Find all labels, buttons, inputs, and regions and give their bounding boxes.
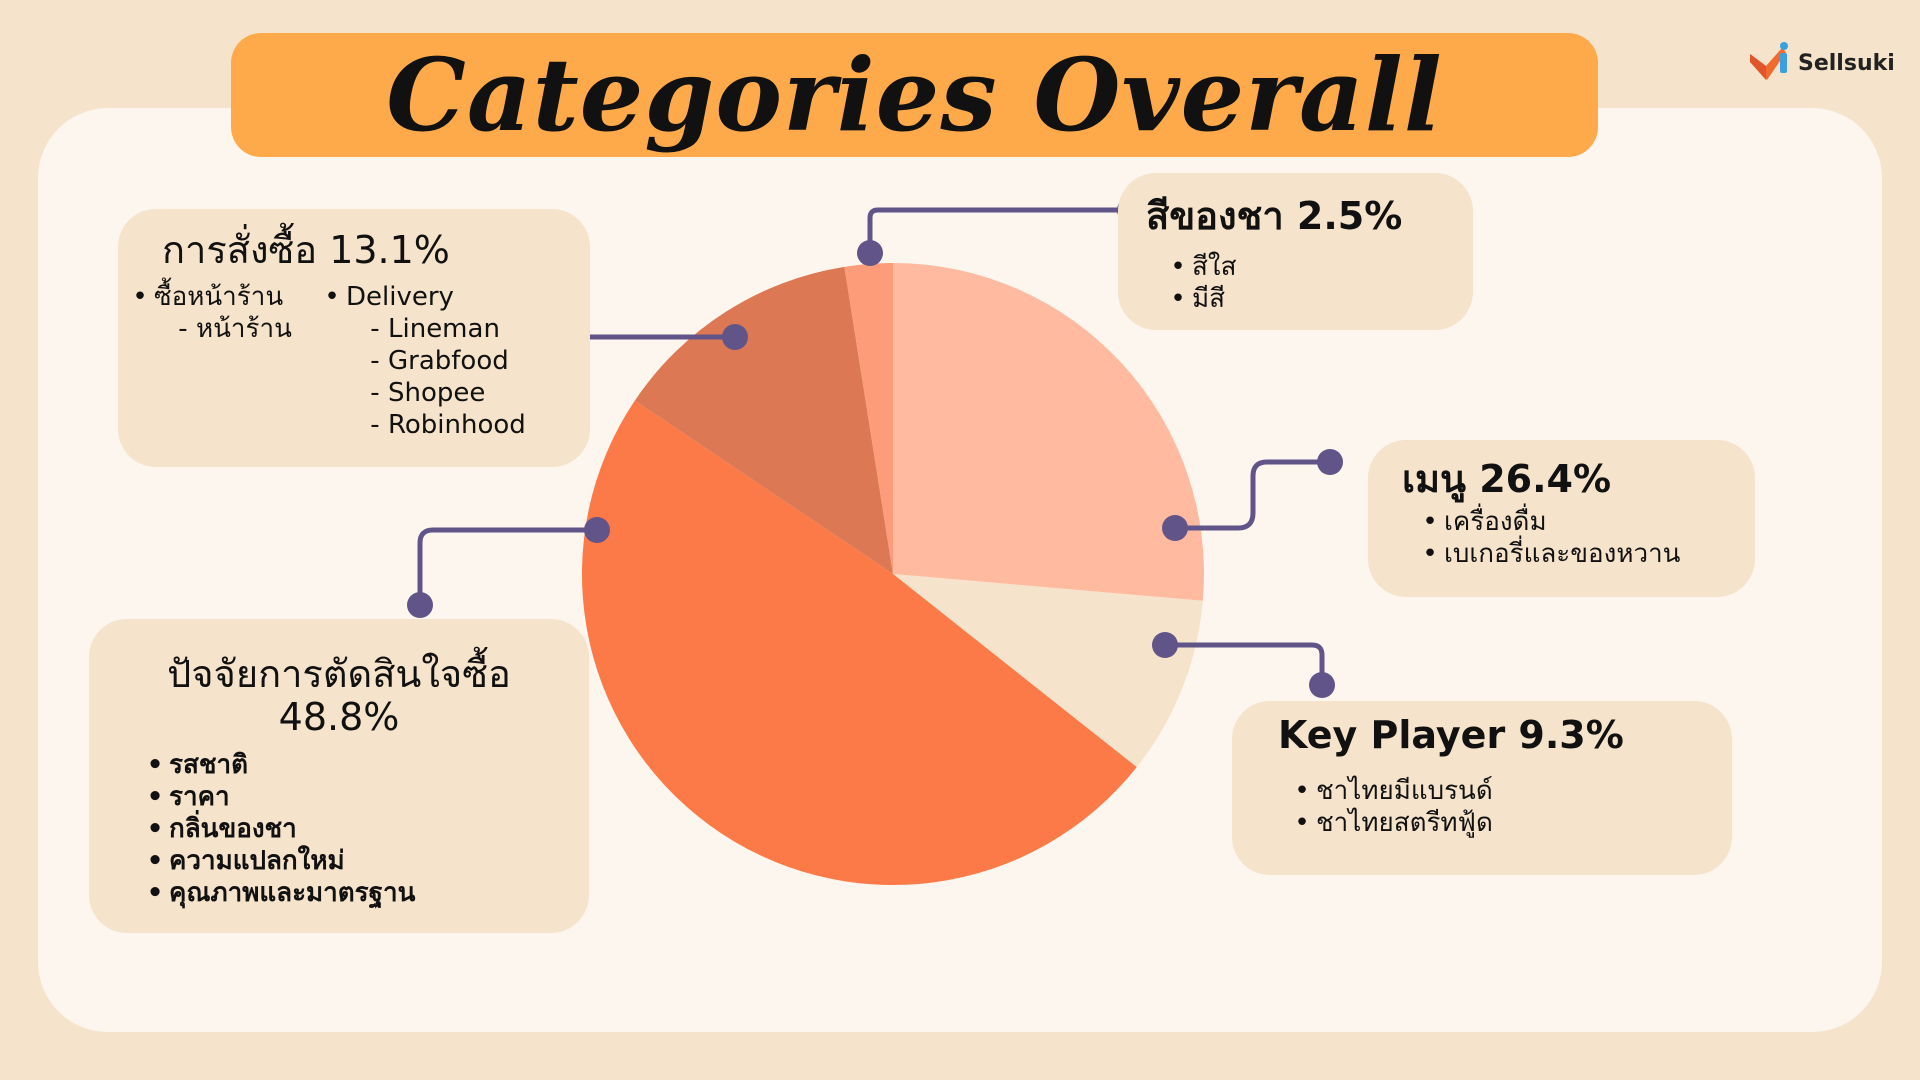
connector-keyplayer (1162, 642, 1325, 688)
color-item: สีใส (1164, 251, 1236, 283)
color-list: สีใสมีสี (1164, 251, 1236, 315)
connector-decision (417, 527, 600, 608)
menu-heading: เมนู 26.4% (1402, 457, 1612, 501)
color-heading: สีของชา 2.5% (1146, 194, 1403, 238)
order-item: Delivery (318, 281, 526, 313)
pie-slice-1 (893, 574, 1203, 768)
pie-slices (581, 263, 1204, 886)
connector-menu (1172, 459, 1333, 531)
menu-box: เมนู 26.4% เครื่องดื่มเบเกอรี่และของหวาน (1368, 440, 1755, 597)
keyplayer-box: Key Player 9.3% ชาไทยมีแบรนด์ชาไทยสตรีทฟ… (1232, 701, 1732, 875)
order-item: Robinhood (318, 409, 526, 441)
connector-dot (1309, 672, 1335, 698)
menu-item: เครื่องดื่ม (1416, 506, 1680, 538)
order-heading: การสั่งซื้อ 13.1% (162, 228, 450, 272)
order-item: ซื้อหน้าร้าน (126, 281, 292, 313)
pie-slice-4 (844, 263, 893, 574)
order-item: Grabfood (318, 345, 526, 377)
decision-box: ปัจจัยการตัดสินใจซื้อ 48.8% รสชาติราคากล… (89, 619, 589, 933)
decision-heading-line1: ปัจจัยการตัดสินใจซื้อ (167, 652, 511, 696)
connector-dot (584, 517, 610, 543)
connector-dot (407, 592, 433, 618)
decision-item: รสชาติ (141, 749, 415, 781)
keyplayer-item: ชาไทยมีแบรนด์ (1288, 775, 1493, 807)
brand-logo: Sellsuki (1746, 40, 1895, 86)
connector-dot (1152, 632, 1178, 658)
order-item: Shopee (318, 377, 526, 409)
decision-item: คุณภาพและมาตรฐาน (141, 877, 415, 909)
order-list-instore: ซื้อหน้าร้านหน้าร้าน (126, 281, 292, 345)
page-title: Categories Overall (386, 36, 1443, 154)
menu-list: เครื่องดื่มเบเกอรี่และของหวาน (1416, 506, 1680, 570)
order-item: หน้าร้าน (126, 313, 292, 345)
decision-item: ความแปลกใหม่ (141, 845, 415, 877)
decision-item: กลิ่นของชา (141, 813, 415, 845)
color-box: สีของชา 2.5% สีใสมีสี (1118, 173, 1473, 330)
decision-heading-line2: 48.8% (278, 695, 400, 739)
brand-name: Sellsuki (1798, 50, 1895, 76)
order-box: การสั่งซื้อ 13.1% ซื้อหน้าร้านหน้าร้าน D… (118, 209, 590, 467)
order-item: Lineman (318, 313, 526, 345)
connector-dot (1162, 515, 1188, 541)
decision-list: รสชาติราคากลิ่นของชาความแปลกใหม่คุณภาพแล… (141, 749, 415, 909)
pie-slice-2 (581, 400, 1137, 886)
keyplayer-list: ชาไทยมีแบรนด์ชาไทยสตรีทฟู้ด (1288, 775, 1493, 839)
sellsuki-logo-icon (1750, 42, 1788, 80)
keyplayer-heading: Key Player 9.3% (1278, 713, 1624, 757)
connector-dot (857, 240, 883, 266)
connector-dot (722, 324, 748, 350)
pie-slice-3 (634, 266, 893, 574)
color-item: มีสี (1164, 283, 1236, 315)
connector-dot (1317, 449, 1343, 475)
pie-slice-0 (893, 263, 1204, 601)
order-list-delivery: DeliveryLinemanGrabfoodShopeeRobinhood (318, 281, 526, 441)
connector-color (867, 207, 1133, 256)
menu-item: เบเกอรี่และของหวาน (1416, 538, 1680, 570)
title-banner: Categories Overall (231, 33, 1598, 157)
keyplayer-item: ชาไทยสตรีทฟู้ด (1288, 807, 1493, 839)
decision-item: ราคา (141, 781, 415, 813)
